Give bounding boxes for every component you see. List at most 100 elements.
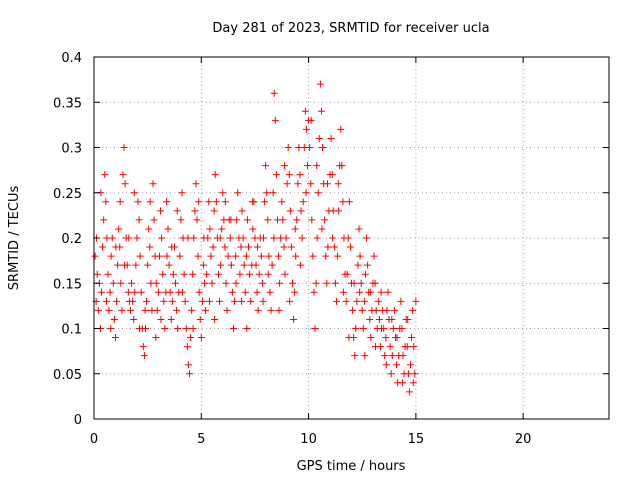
y-tick-label: 0.05 — [53, 368, 82, 383]
data-point — [212, 198, 220, 206]
data-point — [115, 225, 123, 233]
data-point — [390, 306, 398, 314]
data-point — [389, 325, 397, 332]
data-point — [367, 334, 375, 342]
data-point — [319, 144, 327, 151]
data-point — [346, 243, 354, 251]
data-point — [269, 189, 277, 197]
data-point — [261, 198, 269, 206]
data-point — [104, 270, 112, 278]
data-point — [131, 288, 139, 296]
data-point — [397, 297, 405, 305]
data-point — [331, 279, 339, 287]
x-axis-ticks: 0 5 10 15 20 — [90, 57, 531, 447]
data-point — [399, 352, 407, 360]
data-point — [315, 134, 323, 142]
data-point — [352, 325, 360, 332]
data-point — [404, 370, 412, 378]
data-point — [181, 297, 189, 305]
data-point — [202, 306, 210, 314]
data-point — [247, 297, 255, 305]
data-point — [193, 216, 201, 224]
data-point — [109, 279, 117, 287]
data-point — [259, 297, 267, 305]
data-point — [227, 261, 235, 269]
data-point — [408, 334, 416, 342]
data-point — [180, 270, 188, 278]
data-point — [234, 189, 242, 197]
data-point — [297, 207, 305, 215]
data-point — [184, 234, 192, 242]
data-points — [91, 80, 420, 396]
data-point — [211, 315, 219, 323]
data-point — [253, 288, 261, 296]
data-point — [338, 162, 346, 170]
data-point — [278, 198, 286, 206]
data-point — [364, 261, 372, 269]
data-point — [288, 279, 296, 287]
data-point — [334, 252, 342, 260]
data-point — [268, 261, 276, 269]
data-point — [345, 334, 353, 342]
data-point — [98, 288, 106, 296]
data-point — [163, 252, 171, 260]
data-point — [258, 279, 266, 287]
data-point — [168, 243, 176, 251]
data-point — [195, 198, 203, 206]
data-point — [312, 279, 320, 287]
data-point — [407, 361, 415, 369]
data-point — [203, 270, 211, 278]
data-point — [128, 279, 136, 287]
data-point — [264, 216, 272, 224]
data-point — [189, 325, 197, 332]
data-point — [152, 334, 160, 342]
data-point — [329, 234, 337, 242]
data-point — [207, 252, 215, 260]
data-point — [136, 252, 144, 260]
data-point — [240, 261, 248, 269]
data-point — [125, 234, 133, 242]
data-point — [323, 279, 331, 287]
data-point — [221, 243, 229, 251]
data-point — [286, 207, 294, 215]
data-point — [139, 343, 147, 351]
data-point — [166, 288, 174, 296]
data-point — [167, 315, 175, 323]
data-point — [260, 234, 268, 242]
data-point — [349, 306, 357, 314]
data-point — [126, 306, 134, 314]
data-point — [191, 207, 199, 215]
data-point — [134, 198, 142, 206]
data-point — [223, 306, 231, 314]
data-point — [383, 306, 391, 314]
data-point — [206, 225, 214, 233]
data-point — [159, 270, 167, 278]
data-point — [321, 216, 329, 224]
data-point — [150, 216, 158, 224]
data-point — [324, 243, 332, 251]
data-point — [358, 306, 366, 314]
data-point — [187, 334, 195, 342]
data-point — [363, 234, 371, 242]
data-point — [275, 252, 283, 260]
data-point — [330, 243, 338, 251]
data-point — [132, 261, 140, 269]
data-point — [335, 207, 343, 215]
data-point — [345, 198, 353, 206]
data-point — [194, 252, 202, 260]
data-point — [135, 216, 143, 224]
data-point — [91, 252, 99, 260]
data-point — [183, 343, 191, 351]
data-point — [135, 325, 143, 332]
data-point — [350, 279, 358, 287]
data-point — [249, 225, 257, 233]
data-point — [302, 125, 310, 133]
data-point — [245, 243, 252, 251]
data-point — [185, 370, 193, 378]
data-point — [317, 107, 325, 115]
y-tick-label: 0 — [74, 413, 82, 428]
data-point — [173, 207, 181, 215]
data-point — [133, 234, 141, 242]
data-point — [106, 288, 114, 296]
data-point — [403, 343, 411, 351]
